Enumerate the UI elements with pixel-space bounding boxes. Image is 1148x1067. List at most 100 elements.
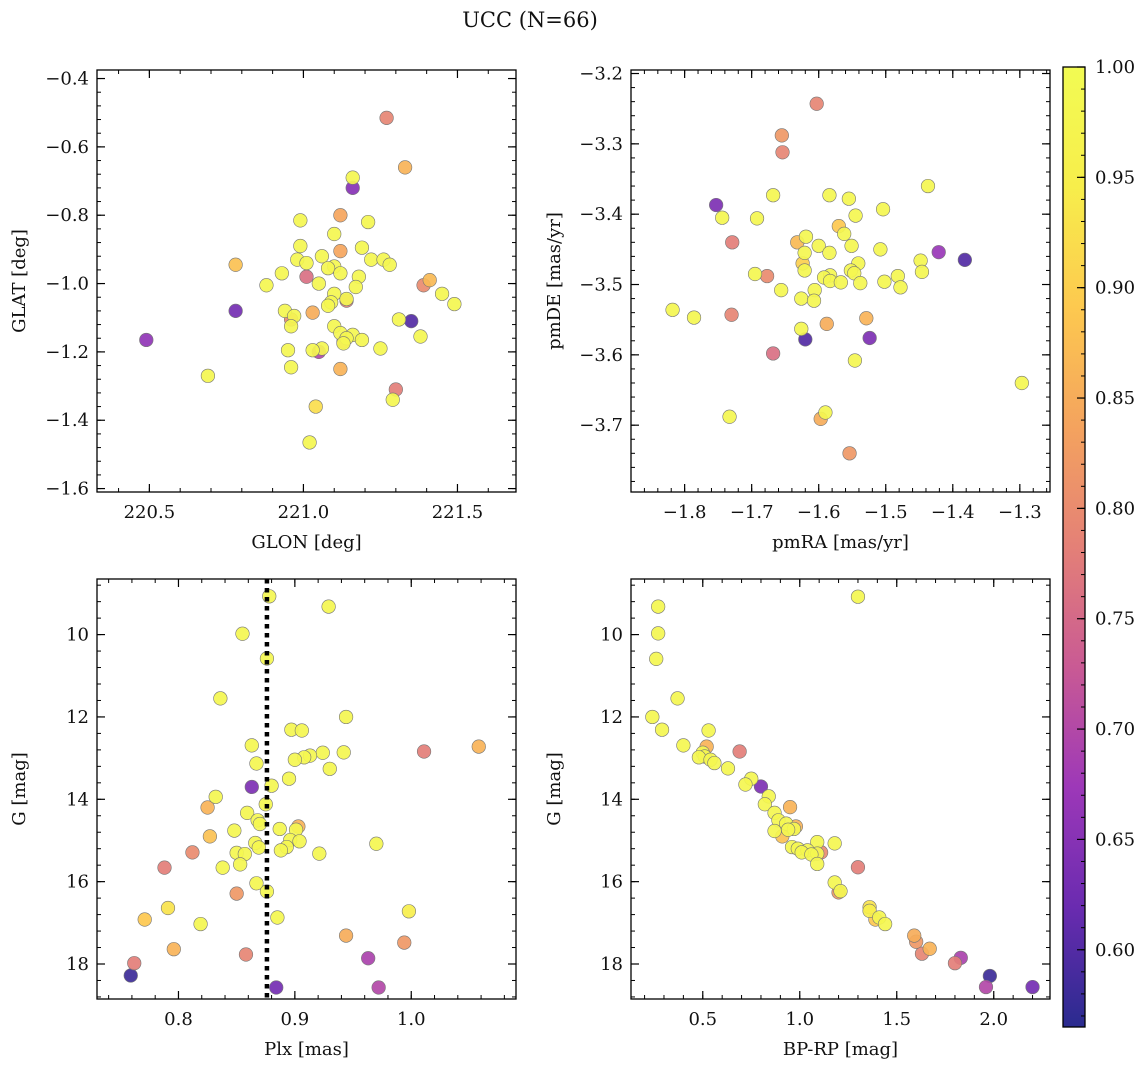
data-point (397, 935, 412, 950)
y-tick-label: −3.6 (579, 345, 623, 366)
y-tick-label: 16 (600, 872, 623, 893)
data-point (160, 900, 176, 916)
data-point (775, 145, 790, 160)
colorbar-tick-label: 1.00 (1095, 57, 1135, 78)
data-point (757, 797, 772, 812)
data-point (957, 252, 972, 267)
y-tick-label: −1.6 (45, 479, 89, 500)
data-point (401, 904, 417, 919)
data-point (922, 941, 937, 956)
data-point (645, 709, 660, 725)
data-point (235, 626, 250, 641)
data-point (333, 244, 348, 259)
data-point (676, 738, 691, 753)
data-point (294, 723, 309, 738)
data-point (818, 405, 833, 420)
points (665, 96, 1029, 461)
y-tick-label: 14 (600, 789, 623, 810)
data-point (665, 302, 680, 317)
data-point (766, 346, 781, 361)
data-point (305, 343, 320, 358)
data-point (157, 860, 172, 875)
data-point (847, 353, 863, 368)
data-point (281, 771, 297, 786)
data-point (404, 314, 419, 329)
data-point (379, 110, 394, 125)
data-point (853, 276, 868, 291)
data-point (193, 916, 208, 932)
data-point (382, 257, 397, 272)
data-point (837, 226, 852, 241)
data-point (371, 980, 386, 995)
data-point (877, 274, 892, 289)
data-point (747, 266, 763, 282)
data-point (893, 280, 908, 295)
x-tick-label: 0.5 (688, 1009, 717, 1030)
y-tick-label: −3.5 (579, 275, 623, 296)
y-axis-label: pmDE [mas/yr] (544, 212, 565, 350)
data-point (833, 275, 848, 290)
y-axis-label: G [mag] (9, 752, 30, 825)
x-tick-label: 1.0 (397, 1009, 426, 1030)
data-point (200, 800, 215, 815)
y-tick-label: −3.4 (579, 204, 623, 225)
data-point (270, 910, 285, 925)
x-tick-label: 1.0 (785, 1009, 814, 1030)
data-point (166, 942, 181, 957)
y-tick-label: −1.4 (45, 410, 89, 431)
data-point (354, 332, 370, 348)
data-point (822, 245, 837, 260)
data-point (336, 745, 351, 760)
panels: 220.5 221.0 221.5 −1.6 −1.4 −1.2 −1.0 −0.8 −0.6 −… (9, 64, 1051, 1060)
data-point (273, 843, 288, 858)
data-point (280, 343, 296, 358)
colorbar-tick-label: 0.75 (1095, 609, 1135, 630)
colorbar: 0.60 0.65 0.70 0.75 0.80 0.85 0.90 0.95 1.00 (1062, 57, 1135, 1028)
data-point (227, 823, 242, 838)
colorbar-tick-label: 0.95 (1095, 167, 1135, 188)
data-point (434, 286, 450, 301)
data-point (947, 956, 963, 971)
data-point (287, 752, 302, 767)
x-tick-label: 221.5 (432, 502, 484, 523)
colorbar-tick-label: 0.65 (1095, 829, 1135, 850)
data-point (732, 744, 747, 759)
data-point (293, 213, 308, 228)
data-point (215, 860, 230, 875)
data-point (413, 329, 428, 344)
data-point (336, 336, 351, 351)
x-tick-label: −1.6 (797, 502, 841, 523)
data-point (361, 951, 376, 966)
panel-glon-glat: 220.5 221.0 221.5 −1.6 −1.4 −1.2 −1.0 −0.8 −0.6 −… (9, 69, 517, 553)
y-tick-label: −1.0 (45, 274, 89, 295)
points (139, 110, 462, 450)
y-tick-label: 12 (66, 707, 89, 728)
data-point (806, 293, 822, 308)
panel-plx-g: 0.8 0.9 1.0 10 12 14 16 18 Plx [mas] G [mag] (9, 578, 517, 1060)
data-point (283, 319, 299, 334)
data-point (202, 829, 217, 844)
data-point (920, 178, 936, 194)
data-point (907, 928, 922, 943)
data-point (842, 446, 857, 461)
data-point (701, 723, 716, 738)
data-point (794, 321, 809, 336)
data-point (333, 361, 348, 377)
data-point (312, 846, 327, 861)
data-point (1014, 375, 1029, 391)
data-point (781, 822, 796, 837)
data-point (827, 836, 842, 851)
data-point (691, 750, 706, 765)
data-point (385, 392, 400, 407)
data-point (308, 399, 323, 414)
data-point (373, 341, 388, 356)
x-tick-label: 0.8 (164, 1009, 193, 1030)
y-tick-label: 12 (600, 707, 623, 728)
x-tick-label: 0.9 (281, 1009, 310, 1030)
data-point (722, 409, 737, 424)
data-point (759, 268, 775, 284)
data-point (311, 276, 326, 291)
data-point (333, 266, 348, 281)
data-point (862, 330, 877, 346)
data-point (931, 245, 946, 260)
